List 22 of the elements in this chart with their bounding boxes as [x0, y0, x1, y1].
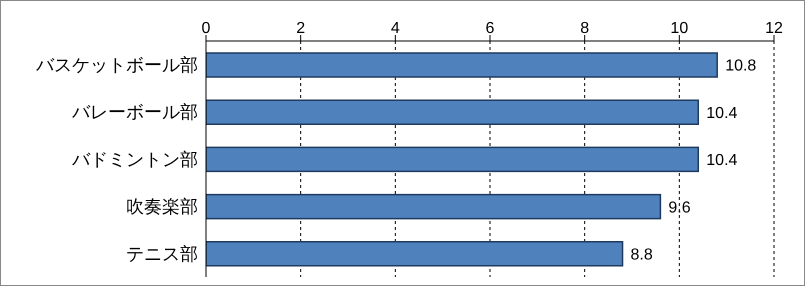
- bar: [206, 241, 624, 267]
- y-tick-label: バドミントン部: [71, 149, 198, 170]
- y-tick-label: 吹奏楽部: [126, 196, 198, 217]
- y-tick-label: バレーボール部: [71, 102, 198, 122]
- bar: [206, 52, 718, 78]
- data-label: 10.4: [706, 104, 738, 122]
- x-tick-label: 6: [486, 20, 495, 37]
- bar: [206, 146, 700, 172]
- y-tick-label: テニス部: [126, 244, 198, 264]
- x-tick-label: 12: [765, 20, 783, 37]
- x-tick-label: 0: [202, 20, 211, 37]
- data-label: 9.6: [668, 199, 691, 216]
- data-label: 8.8: [630, 246, 653, 264]
- bar: [206, 194, 662, 220]
- x-tick-label: 10: [670, 20, 688, 37]
- y-tick-label: バスケットボール部: [35, 54, 198, 75]
- x-tick-label: 2: [296, 20, 306, 37]
- data-label: 10.8: [725, 58, 756, 75]
- x-tick-label: 4: [390, 20, 400, 37]
- bar: [206, 99, 700, 125]
- data-label: 10.4: [706, 152, 738, 170]
- x-tick-label: 8: [580, 20, 590, 37]
